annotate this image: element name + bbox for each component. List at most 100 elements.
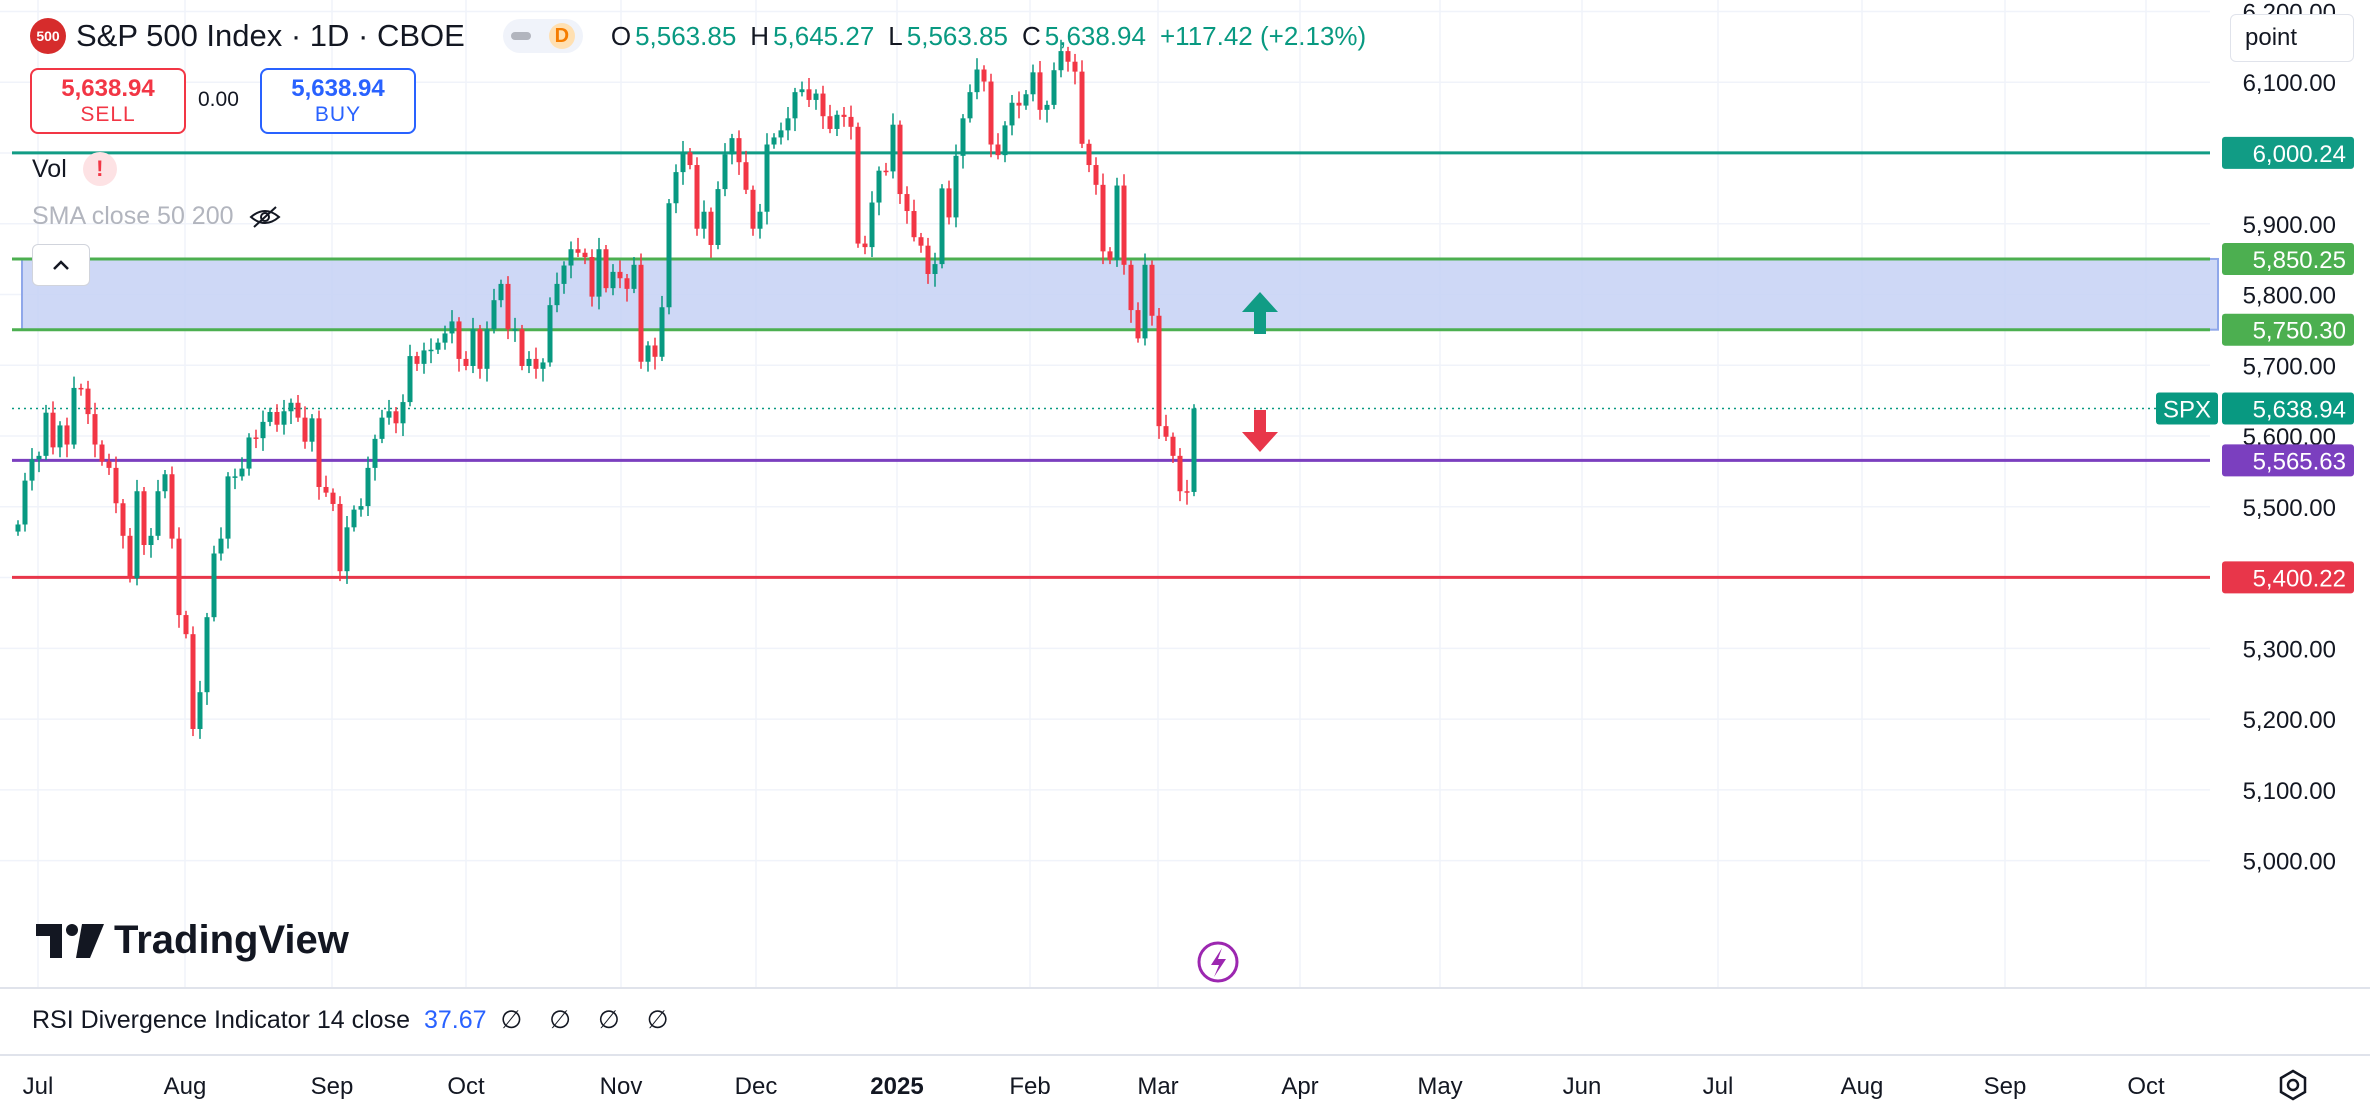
sell-button[interactable]: 5,638.94 SELL [30, 68, 186, 134]
candle-body [561, 265, 567, 284]
candle-body [204, 617, 210, 693]
candle-body [603, 249, 609, 289]
candle-body [1191, 408, 1197, 492]
candle-body [211, 553, 217, 618]
buy-button[interactable]: 5,638.94 BUY [260, 68, 416, 134]
candle-body [540, 362, 546, 369]
candle-body [869, 202, 875, 248]
candle-body [379, 417, 385, 439]
candle-body [50, 412, 56, 448]
status-bar-icon [510, 32, 531, 40]
candle-body [638, 264, 644, 362]
candle-body [743, 162, 749, 190]
candle-body [302, 417, 308, 442]
candle-body [330, 492, 336, 504]
up-arrow-icon [1242, 292, 1278, 334]
level-price-tag [2222, 136, 2354, 169]
candle-body [491, 300, 497, 330]
y-tick-label: 5,500.00 [2243, 495, 2336, 522]
candle-body [645, 345, 651, 362]
candle-body [386, 411, 392, 418]
candle-body [113, 467, 119, 504]
brand-name: TradingView [114, 918, 349, 962]
candle-body [512, 329, 518, 331]
sma-label: SMA close 50 200 [32, 202, 234, 230]
candle-body [624, 278, 630, 289]
y-tick-label: 5,700.00 [2243, 353, 2336, 380]
replay-bolt-icon[interactable] [1197, 941, 1239, 983]
candle-body [344, 527, 350, 572]
candle-body [92, 414, 98, 445]
candle-body [582, 252, 588, 258]
candle-body [155, 491, 161, 536]
direction-arrows [1242, 292, 1278, 452]
candle-body [407, 356, 413, 403]
symbol-logo: 500 [30, 18, 66, 54]
candle-body [939, 188, 945, 265]
candle-body [442, 333, 448, 343]
candle-body [358, 506, 364, 510]
candle-body [680, 152, 686, 173]
candle-body [946, 188, 952, 218]
candle-body [15, 524, 21, 532]
y-axis-tick-labels: 6,200.006,100.006,000.005,900.005,800.00… [2243, 0, 2336, 876]
candle-body [568, 249, 574, 266]
candle-body [71, 387, 77, 445]
open-key: O [610, 20, 632, 51]
symbol-tag [2156, 392, 2218, 425]
buy-label: BUY [314, 103, 362, 126]
symbol-title[interactable]: S&P 500 Index · 1D · CBOE [76, 18, 465, 53]
change-value: +117.42 (+2.13%) [1159, 20, 1367, 51]
scale-mode-selector[interactable]: point [2230, 14, 2354, 62]
candle-body [78, 387, 84, 390]
market-status-toggle[interactable]: D [502, 19, 583, 53]
x-tick-label: Oct [447, 1073, 485, 1100]
sma-legend[interactable]: SMA close 50 200 [32, 202, 282, 231]
candle-body [134, 491, 140, 579]
x-tick-label: Dec [735, 1073, 778, 1100]
candle-body [246, 437, 252, 469]
candle-body [1135, 310, 1141, 339]
candle-body [1030, 72, 1036, 95]
candle-body [470, 329, 476, 366]
buy-price: 5,638.94 [291, 75, 385, 102]
chart-grid [0, 0, 2210, 988]
sell-price: 5,638.94 [61, 75, 155, 102]
hidden-eye-icon[interactable] [248, 205, 282, 229]
candle-body [1058, 51, 1064, 71]
candle-body [967, 92, 973, 119]
collapse-legend-button[interactable] [32, 244, 90, 286]
ohlc-readout: O 5,563.85 H 5,645.27 L 5,563.85 C 5,638.94 … [611, 21, 1376, 52]
x-tick-label: Feb [1009, 1073, 1050, 1100]
price-zone-box[interactable] [21, 257, 2219, 331]
candle-body [323, 486, 329, 493]
low-key: L [888, 20, 903, 51]
candle-body [547, 305, 553, 363]
chart-settings-icon[interactable] [2276, 1068, 2310, 1102]
candle-body [1128, 264, 1134, 311]
rsi-value: 37.67 [423, 1005, 487, 1034]
symbol-tag-text: SPX [2163, 396, 2211, 423]
candle-body [855, 126, 861, 244]
high-key: H [750, 20, 770, 51]
rsi-legend[interactable]: RSI Divergence Indicator 14 close 37.67 … [32, 1005, 678, 1035]
level-price-text: 5,850.25 [2253, 247, 2346, 274]
tradingview-logo: TradingView [36, 918, 349, 963]
candle-body [127, 535, 133, 579]
level-price-tag [2222, 313, 2354, 346]
y-tick-label: 5,200.00 [2243, 707, 2336, 734]
down-arrow-icon [1242, 410, 1278, 452]
level-price-text: 5,638.94 [2253, 396, 2346, 423]
candle-body [953, 155, 959, 218]
candle-body [1009, 102, 1015, 126]
candle-body [673, 172, 679, 204]
candle-body [225, 476, 231, 539]
spread-value: 0.00 [198, 88, 239, 111]
warning-icon[interactable]: ! [82, 152, 117, 186]
candle-body [1037, 72, 1043, 110]
volume-legend[interactable]: Vol ! [32, 152, 117, 186]
candle-body [610, 271, 616, 289]
candle-body [1044, 104, 1050, 110]
candle-body [890, 124, 896, 172]
